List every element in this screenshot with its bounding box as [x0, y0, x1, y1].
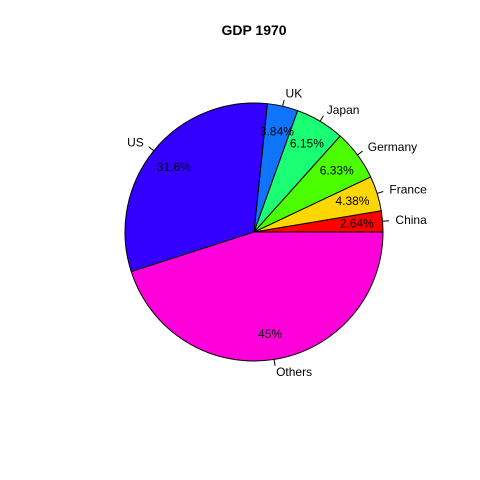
pie-tick-japan — [319, 115, 324, 122]
pct-label-japan: 6.15% — [290, 136, 324, 150]
slice-label-uk: UK — [286, 87, 303, 101]
pie-tick-others — [273, 359, 276, 366]
pct-label-china: 2.64% — [340, 216, 374, 230]
pie-tick-uk — [282, 99, 285, 107]
pie-labels: China 2.64% France 4.38% Germany 6.33% Japan 6.… — [127, 87, 427, 380]
pct-label-uk: 3.84% — [260, 124, 294, 138]
slice-label-china: China — [395, 213, 427, 227]
pie-tick-us — [148, 146, 155, 152]
pie-tick-china — [382, 220, 390, 222]
pct-label-germany: 6.33% — [320, 163, 354, 177]
pie-slice-others — [130, 231, 384, 362]
pie-tick-germany — [357, 150, 363, 156]
slice-label-japan: Japan — [327, 103, 360, 117]
pct-label-others: 45% — [258, 327, 282, 341]
slice-label-others: Others — [276, 365, 312, 379]
pct-label-france: 4.38% — [335, 194, 369, 208]
slice-label-france: France — [389, 183, 427, 197]
chart-title: GDP 1970 — [221, 22, 286, 38]
slice-label-us: US — [127, 136, 144, 150]
slice-label-germany: Germany — [368, 140, 417, 154]
pie-tick-france — [376, 191, 384, 194]
pie-slices — [124, 102, 384, 362]
pct-label-us: 31.6% — [157, 160, 191, 174]
